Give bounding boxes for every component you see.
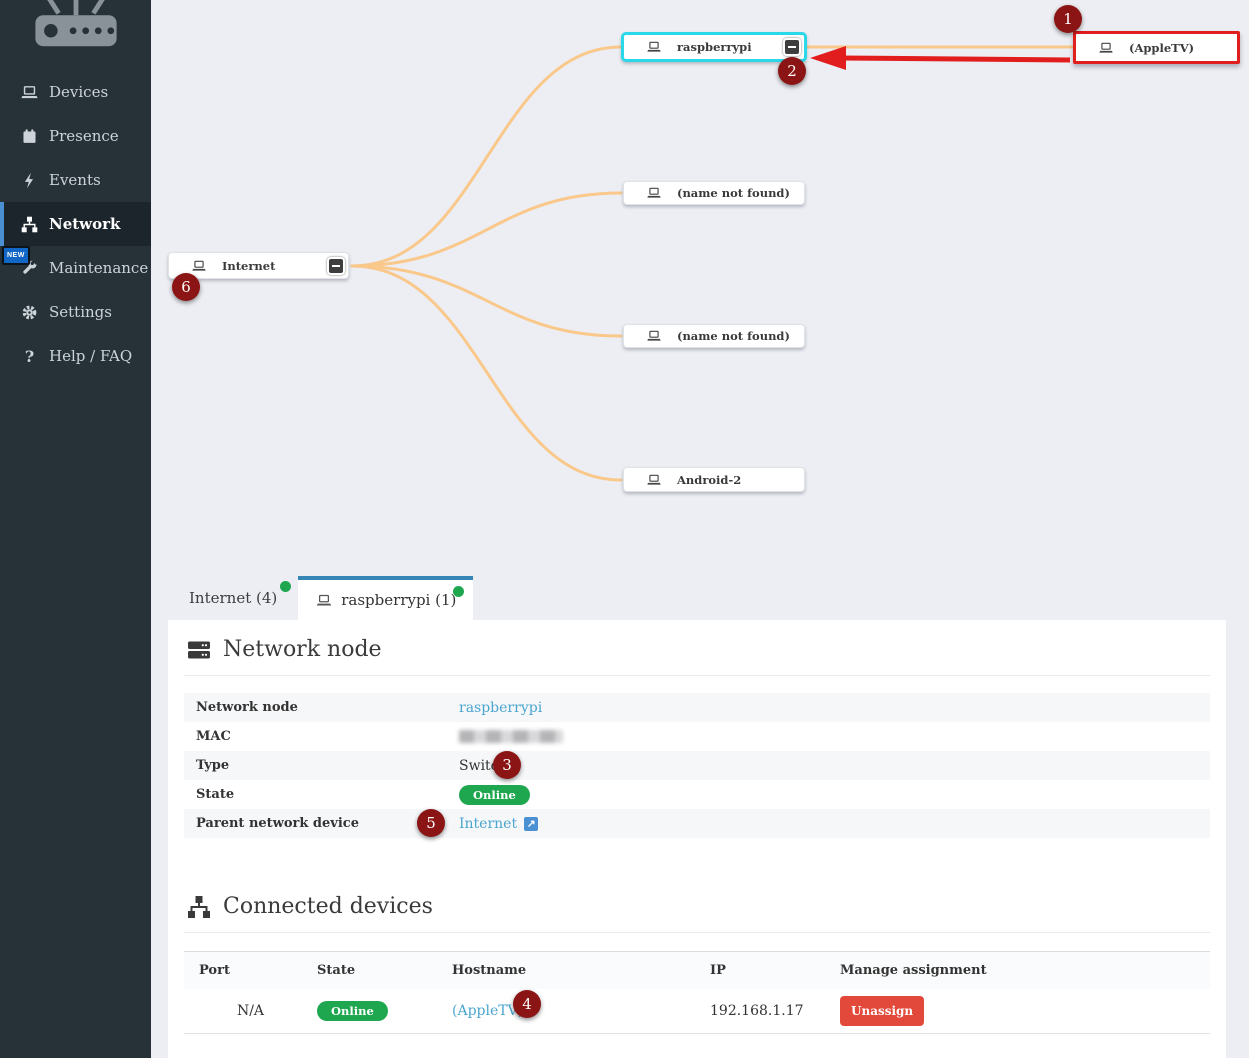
laptop-icon xyxy=(191,259,207,273)
col-port: Port xyxy=(199,963,230,978)
node-appletv[interactable]: (AppleTV) xyxy=(1073,31,1240,64)
sidebar-item-label: Settings xyxy=(49,303,112,321)
table-row: MAC xyxy=(184,722,1210,751)
online-state-badge: Online xyxy=(317,1001,388,1021)
annotation-badge-1: 1 xyxy=(1054,5,1082,33)
online-state-badge: Online xyxy=(459,784,530,805)
section-title: Network node xyxy=(223,637,382,662)
question-icon: ? xyxy=(24,346,35,366)
connected-devices-heading-row: Connected devices xyxy=(186,894,1210,919)
sidebar: Devices Presence Events Network Maintena… xyxy=(0,0,151,1058)
connected-devices-section: Connected devices Port State Hostname IP… xyxy=(184,894,1210,1034)
table-row: Type Switch xyxy=(184,751,1210,780)
new-badge: NEW xyxy=(2,246,30,265)
sidebar-item-label: Network xyxy=(49,215,121,233)
laptop-icon xyxy=(646,186,662,200)
row-label: MAC xyxy=(196,729,231,744)
laptop-icon xyxy=(646,40,662,54)
sidebar-item-settings[interactable]: Settings xyxy=(0,290,151,334)
ip-value: 192.168.1.17 xyxy=(710,1003,804,1019)
online-status-dot xyxy=(453,586,465,597)
sidebar-item-devices[interactable]: Devices xyxy=(0,70,151,114)
raspberrypi-link[interactable]: raspberrypi xyxy=(459,699,543,716)
node-android-2[interactable]: Android-2 xyxy=(623,467,805,492)
row-label: State xyxy=(196,787,235,802)
node-label: Android-2 xyxy=(677,472,742,487)
sidebar-item-label: Events xyxy=(49,171,101,189)
sidebar-item-label: Devices xyxy=(49,83,109,101)
gear-icon xyxy=(21,304,38,321)
section-title: Connected devices xyxy=(223,894,433,919)
col-state: State xyxy=(317,963,356,978)
tab-label: raspberrypi (1) xyxy=(341,591,457,609)
node-label: (AppleTV) xyxy=(1129,40,1195,55)
sidebar-item-label: Presence xyxy=(49,127,119,145)
col-manage: Manage assignment xyxy=(840,963,987,978)
table-row: State Online xyxy=(184,780,1210,809)
sidebar-nav: Devices Presence Events Network Maintena… xyxy=(0,70,151,378)
mac-redacted-value xyxy=(459,730,563,743)
sitemap-icon xyxy=(21,216,38,233)
detail-tabs: Internet (4) raspberrypi (1) xyxy=(168,576,474,620)
node-label: (name not found) xyxy=(677,186,790,200)
tab-raspberrypi[interactable]: raspberrypi (1) xyxy=(298,576,474,620)
row-label: Parent network device xyxy=(196,816,359,831)
network-node-table: Network node raspberrypi MAC Type Switch… xyxy=(184,693,1210,838)
tab-internet[interactable]: Internet (4) xyxy=(168,576,298,620)
hostname-link[interactable]: (AppleTV) xyxy=(452,1003,524,1019)
tab-label: Internet (4) xyxy=(189,589,278,607)
col-ip: IP xyxy=(710,963,726,978)
table-row: Network node raspberrypi xyxy=(184,693,1210,722)
detail-panel: Network node Network node raspberrypi MA… xyxy=(168,620,1226,1058)
server-icon xyxy=(186,638,212,662)
router-logo-icon xyxy=(27,0,125,52)
external-link-icon[interactable] xyxy=(524,816,539,831)
node-label: (name not found) xyxy=(677,329,790,343)
sitemap-icon xyxy=(186,895,212,919)
collapse-minus-button[interactable] xyxy=(327,256,345,275)
collapse-minus-button[interactable] xyxy=(783,38,801,56)
row-label: Type xyxy=(196,758,230,773)
table-row: Parent network device Internet xyxy=(184,809,1210,838)
divider xyxy=(184,932,1210,933)
node-label: Internet xyxy=(222,258,276,273)
sidebar-item-label: Maintenance xyxy=(49,259,149,277)
sidebar-item-events[interactable]: Events xyxy=(0,158,151,202)
laptop-icon xyxy=(315,593,333,608)
sidebar-item-presence[interactable]: Presence xyxy=(0,114,151,158)
laptop-icon xyxy=(646,329,662,343)
laptop-icon xyxy=(646,473,662,487)
node-unknown-1[interactable]: (name not found) xyxy=(623,181,805,205)
annotation-badge-5: 5 xyxy=(417,809,445,837)
row-label: Network node xyxy=(196,700,298,715)
node-unknown-2[interactable]: (name not found) xyxy=(623,324,805,348)
laptop-icon xyxy=(21,84,38,101)
laptop-icon xyxy=(1098,41,1114,55)
sidebar-item-label: Help / FAQ xyxy=(49,347,133,365)
calendar-icon xyxy=(21,128,38,145)
network-node-heading-row: Network node xyxy=(186,637,1210,662)
divider xyxy=(184,675,1210,676)
bolt-icon xyxy=(21,172,38,189)
annotation-badge-4: 4 xyxy=(513,990,541,1018)
table-header-row: Port State Hostname IP Manage assignment xyxy=(184,951,1210,989)
unassign-button[interactable]: Unassign xyxy=(840,996,925,1026)
sidebar-item-help[interactable]: ? Help / FAQ xyxy=(0,334,151,378)
col-host: Hostname xyxy=(452,963,527,978)
connected-devices-table: Port State Hostname IP Manage assignment… xyxy=(184,951,1210,1034)
sidebar-item-network[interactable]: Network xyxy=(0,202,151,246)
table-row: N/A Online (AppleTV) 192.168.1.17 Unassi… xyxy=(184,989,1210,1034)
annotation-badge-6: 6 xyxy=(172,273,200,301)
port-value: N/A xyxy=(236,1003,265,1019)
sidebar-item-maintenance[interactable]: Maintenance xyxy=(0,246,151,290)
node-raspberrypi[interactable]: raspberrypi xyxy=(621,32,807,62)
node-label: raspberrypi xyxy=(677,40,752,54)
annotation-badge-2: 2 xyxy=(778,57,806,85)
node-internet[interactable]: Internet xyxy=(168,252,349,279)
annotation-badge-3: 3 xyxy=(493,751,521,779)
online-status-dot xyxy=(280,581,292,592)
parent-device-link[interactable]: Internet xyxy=(459,815,518,832)
